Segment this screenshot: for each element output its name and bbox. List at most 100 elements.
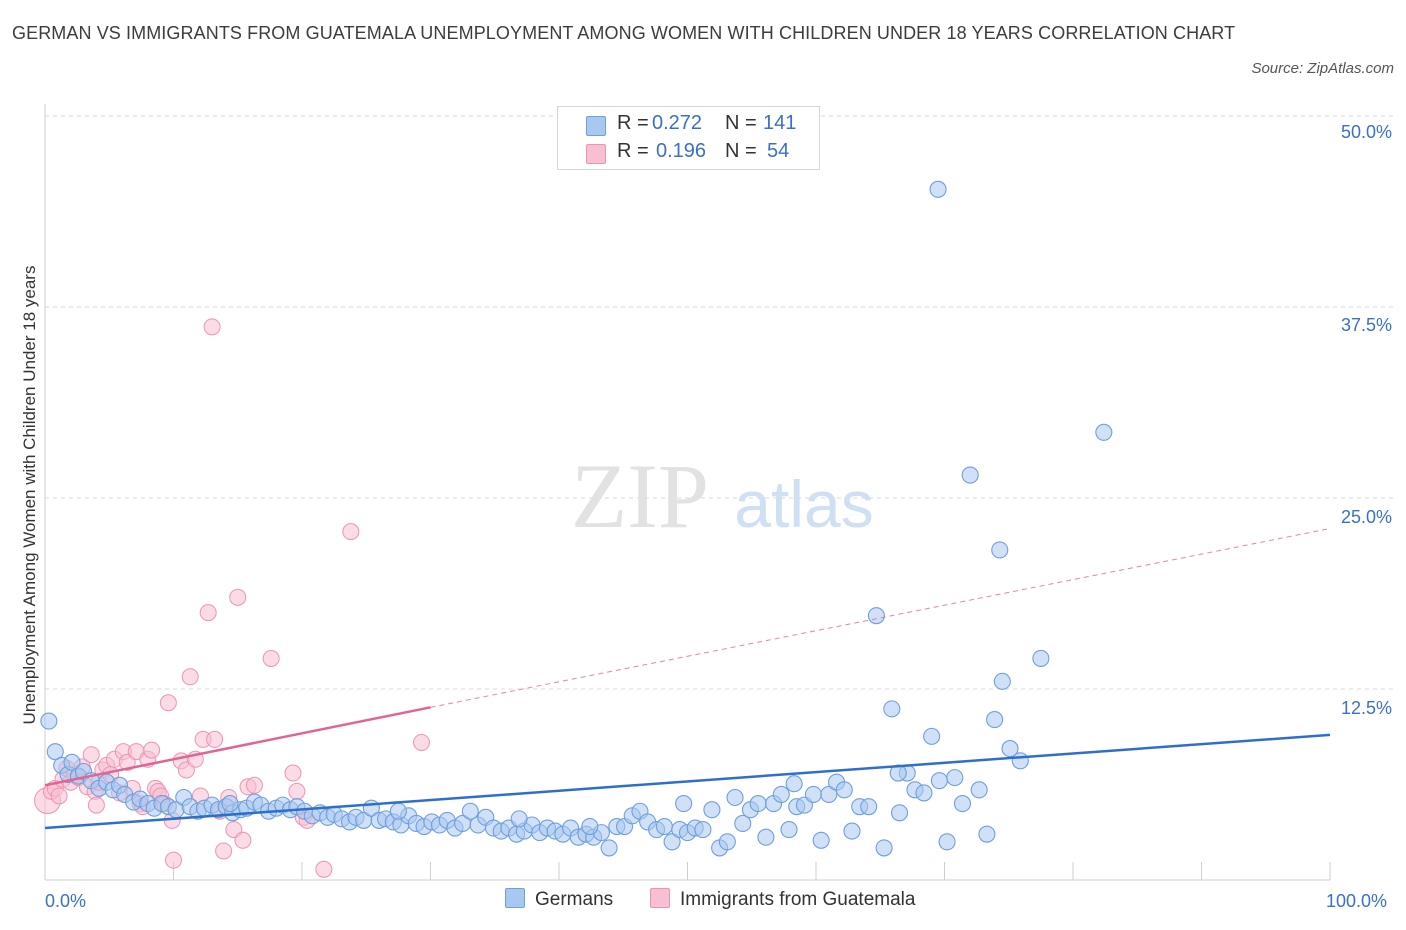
germans-point	[986, 711, 1004, 729]
legend-n-germans: 141	[763, 112, 797, 134]
germans-point	[581, 817, 599, 836]
germans-point	[675, 795, 693, 813]
germans-point	[883, 700, 901, 718]
germans-point	[1032, 649, 1050, 667]
y-axis-label: Unemployment Among Women with Children U…	[20, 265, 39, 725]
guatemala-point	[82, 746, 100, 764]
germans-point	[890, 804, 909, 822]
y-tick-label-12-5: 12.5%	[1340, 698, 1392, 718]
germans-point	[663, 833, 681, 851]
germans-point	[734, 814, 752, 833]
legend-r-label: R =	[617, 140, 649, 162]
germans-point	[389, 802, 407, 820]
guatemala-point	[181, 668, 199, 686]
legend-r-germans: 0.272	[652, 112, 703, 134]
source-note: Source: ZipAtlas.com	[1251, 60, 1394, 77]
germans-point	[867, 607, 885, 625]
bottom-legend-guatemala: Immigrants from Guatemala	[650, 888, 915, 916]
germans-point	[726, 788, 744, 807]
guatemala-point	[234, 831, 252, 849]
guatemala-point	[245, 776, 263, 794]
germans-point	[510, 810, 528, 828]
watermark: ZIP atlas	[571, 445, 874, 547]
y-tick-label-25: 25.0%	[1340, 507, 1392, 527]
germans-legend-swatch	[505, 888, 525, 908]
germans-point	[929, 180, 947, 198]
guatemala-point	[87, 796, 105, 814]
legend-n-label: N =	[725, 140, 757, 162]
legend-r-guatemala: 0.196	[656, 140, 707, 162]
germans-point	[915, 784, 933, 802]
guatemala-swatch	[586, 144, 606, 164]
guatemala-point	[284, 764, 302, 782]
germans-point	[1011, 752, 1029, 770]
germans-point	[785, 775, 803, 793]
germans-point	[694, 821, 712, 839]
germans-point	[875, 839, 893, 857]
germans-point	[703, 801, 721, 819]
germans-point	[970, 781, 988, 799]
germans-point	[772, 785, 790, 803]
guatemala-point	[342, 523, 360, 541]
guatemala-point	[199, 604, 217, 622]
correlation-legend: R = 0.272 N = 141 R = 0.196 N = 54	[557, 106, 820, 170]
legend-r-label: R =	[617, 112, 649, 134]
guatemala-point	[143, 741, 161, 759]
germans-trend-line	[44, 733, 1331, 830]
germans-swatch	[586, 116, 606, 136]
germans-point	[40, 712, 58, 730]
y-tick-label-50: 50.0%	[1340, 122, 1392, 142]
germans-point	[991, 541, 1009, 559]
guatemala-point	[206, 730, 224, 748]
x-tick-label-0: 0.0%	[45, 891, 87, 911]
guatemala-point	[203, 318, 221, 336]
guatemala-point	[50, 787, 68, 805]
y-tick-label-37-5: 37.5%	[1340, 315, 1392, 335]
axes	[44, 104, 1331, 881]
x-tick-label-100: 100.0%	[1326, 891, 1388, 911]
germans-point	[600, 839, 618, 857]
germans-point	[835, 781, 853, 799]
guatemala-point	[229, 588, 247, 606]
germans-point	[757, 828, 775, 846]
guatemala-point	[262, 649, 280, 667]
germans-point	[938, 833, 956, 851]
grid-lines	[45, 115, 1395, 690]
germans-point	[930, 772, 948, 790]
trend-lines	[44, 528, 1331, 830]
guatemala-point	[413, 733, 431, 751]
guatemala-point	[315, 860, 333, 878]
germans-point	[718, 833, 736, 851]
legend-n-guatemala: 54	[767, 140, 790, 162]
germans-legend-label: Germans	[535, 889, 614, 910]
germans-point	[804, 785, 822, 803]
germans-point	[655, 817, 673, 836]
germans-point	[946, 769, 964, 787]
germans-point	[993, 672, 1011, 690]
germans-point	[221, 795, 239, 813]
bottom-legend-germans: Germans	[505, 888, 613, 916]
germans-point	[63, 753, 81, 771]
germans-point	[923, 727, 941, 745]
germans-point	[1001, 740, 1019, 758]
guatemala-point	[165, 851, 182, 869]
legend-n-label: N =	[725, 112, 757, 134]
guatemala-point	[159, 694, 177, 712]
germans-point	[843, 822, 861, 840]
watermark-zip: ZIP	[571, 445, 709, 547]
chart-title: GERMAN VS IMMIGRANTS FROM GUATEMALA UNEM…	[12, 23, 1236, 43]
germans-point	[953, 795, 972, 813]
germans-point	[860, 798, 878, 816]
watermark-atlas: atlas	[734, 467, 873, 541]
guatemala-legend-swatch	[650, 888, 670, 908]
germans-point	[46, 743, 64, 761]
germans-point	[780, 821, 798, 839]
germans-point	[812, 831, 830, 849]
guatemala-point	[288, 782, 306, 800]
germans-point	[1095, 423, 1113, 441]
germans-point	[461, 802, 479, 820]
germans-point	[749, 795, 767, 813]
germans-point	[978, 825, 996, 843]
germans-point	[820, 785, 838, 803]
